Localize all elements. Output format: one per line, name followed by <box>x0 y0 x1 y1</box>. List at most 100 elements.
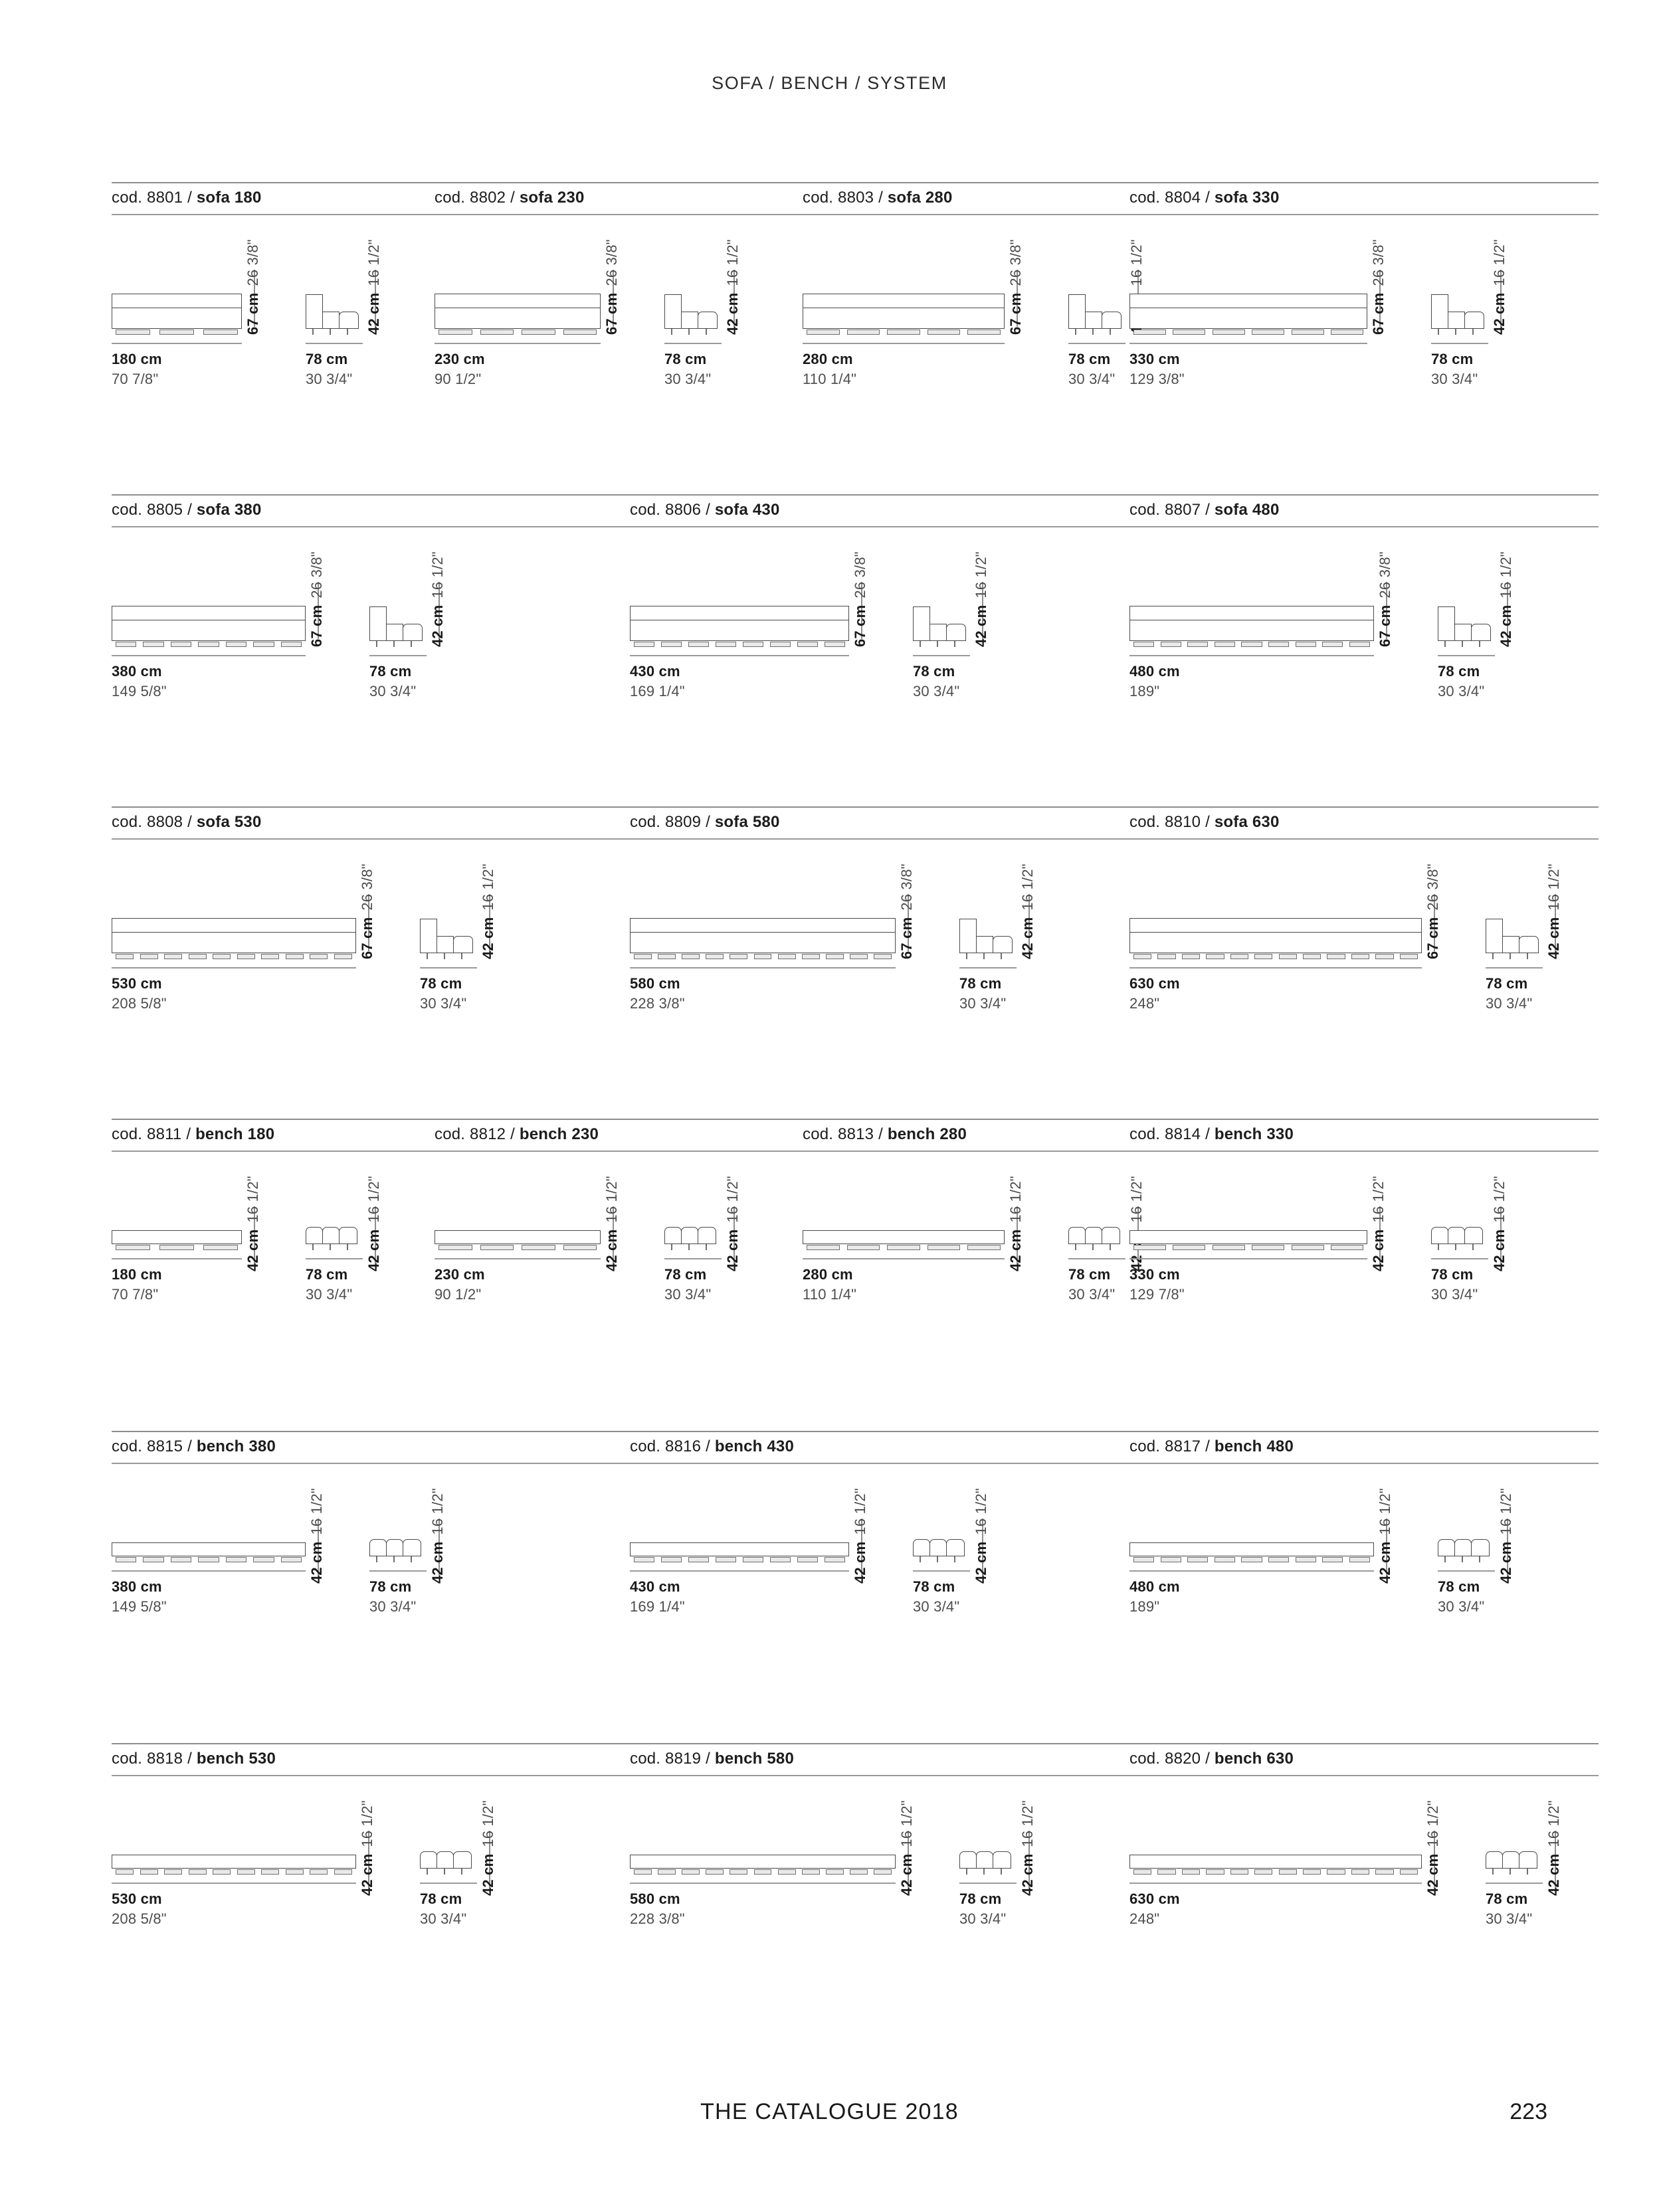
dimension-cm: 42 cm <box>1019 917 1036 959</box>
foot <box>1268 1557 1290 1562</box>
height-label: 42 cm 16 1/2" <box>898 1800 915 1896</box>
dimension-cm: 67 cm <box>898 917 915 959</box>
bench-side-elevation <box>420 1845 477 1875</box>
product-name: bench 230 <box>519 1125 599 1143</box>
height-label: 42 cm 16 1/2" <box>365 239 382 335</box>
product-heading[interactable]: cod. 8804 / sofa 330 <box>1129 189 1280 207</box>
profile-block <box>1519 1851 1537 1869</box>
foot <box>1322 642 1343 647</box>
dimension-cm: 230 cm <box>435 1266 485 1283</box>
measure-rule <box>112 343 242 344</box>
dimension-cm: 67 cm <box>603 292 620 335</box>
seat-band <box>803 308 1005 329</box>
measure-tick <box>1500 1206 1502 1263</box>
measure-tick <box>1386 582 1387 639</box>
product-heading[interactable]: cod. 8814 / bench 330 <box>1129 1125 1294 1143</box>
sofa-side-elevation <box>913 606 970 647</box>
bench-side-elevation <box>1431 1221 1488 1250</box>
seat-band <box>630 1855 896 1869</box>
feet-group <box>112 953 356 959</box>
product-heading[interactable]: cod. 8820 / bench 630 <box>1129 1750 1294 1768</box>
foot <box>188 1869 207 1875</box>
height-label: 42 cm 16 1/2" <box>1545 864 1562 959</box>
foot <box>170 1557 192 1562</box>
bench-side-elevation <box>959 1845 1017 1875</box>
foot <box>706 954 724 959</box>
bench-front-elevation <box>803 1230 1005 1250</box>
dimension-inch: 30 3/4" <box>1068 371 1116 387</box>
dimension-inch: 208 5/8" <box>112 1910 167 1927</box>
leg <box>1075 329 1076 335</box>
row-divider <box>112 1119 1599 1120</box>
profile-block <box>959 1851 977 1869</box>
profile-block <box>403 1539 421 1556</box>
foot <box>769 642 791 647</box>
dimension-cm: 42 cm <box>1019 1853 1036 1896</box>
foot <box>660 642 682 647</box>
dimension-cm: 42 cm <box>480 1853 496 1896</box>
width-dimension: 630 cm 248" <box>1129 1892 1180 1926</box>
profile-block <box>993 1851 1011 1869</box>
product-name: bench 430 <box>714 1437 795 1455</box>
dimension-inch: 16 1/2" <box>365 1176 382 1223</box>
leg <box>1472 329 1474 335</box>
product-heading[interactable]: cod. 8819 / bench 580 <box>630 1750 795 1768</box>
dimension-inch: 26 3/8" <box>852 551 868 599</box>
foot <box>1160 642 1181 647</box>
product-heading[interactable]: cod. 8810 / sofa 630 <box>1129 813 1280 831</box>
product-heading[interactable]: cod. 8802 / sofa 230 <box>435 189 585 207</box>
dimension-cm: 430 cm <box>630 1578 680 1595</box>
dimension-inch: 16 1/2" <box>1491 239 1508 286</box>
foot <box>658 954 676 959</box>
dimension-cm: 42 cm <box>973 1541 989 1584</box>
foot <box>116 1245 150 1250</box>
product-heading[interactable]: cod. 8809 / sofa 580 <box>630 813 780 831</box>
leg <box>983 1869 985 1875</box>
depth-dimension: 78 cm 30 3/4" <box>959 976 1006 1011</box>
dimension-inch: 149 5/8" <box>112 683 167 699</box>
product-heading[interactable]: cod. 8805 / sofa 380 <box>112 501 262 519</box>
foot <box>563 1245 597 1250</box>
foot <box>1206 954 1224 959</box>
product-heading[interactable]: cod. 8817 / bench 480 <box>1129 1437 1294 1455</box>
product-heading[interactable]: cod. 8803 / sofa 280 <box>803 189 953 207</box>
profile-block <box>1431 294 1448 329</box>
product-heading[interactable]: cod. 8813 / bench 280 <box>803 1125 967 1143</box>
foot <box>715 642 737 647</box>
dimension-cm: 480 cm <box>1129 663 1180 680</box>
profile-block <box>369 606 387 641</box>
foot <box>846 329 880 335</box>
product-name: bench 530 <box>196 1750 276 1768</box>
measure-tick <box>375 270 376 327</box>
product-row: cod. 8808 / sofa 530 cod. 8809 / sofa 580… <box>112 806 1599 1039</box>
measure-tick <box>489 894 490 951</box>
product-heading[interactable]: cod. 8815 / bench 380 <box>112 1437 276 1455</box>
measure-tick <box>1028 894 1030 951</box>
height-label: 67 cm 26 3/8" <box>898 864 915 959</box>
row-items: 530 cm 208 5/8" 42 cm 16 1/2" 78 cm 30 3/4" 42… <box>112 1776 1599 1976</box>
dimension-cm: 42 cm <box>1424 1853 1441 1896</box>
product-heading[interactable]: cod. 8818 / bench 530 <box>112 1750 276 1768</box>
profile-block <box>1448 312 1465 329</box>
foot <box>1133 1557 1155 1562</box>
product-heading[interactable]: cod. 8801 / sofa 180 <box>112 189 262 207</box>
product-heading[interactable]: cod. 8812 / bench 230 <box>435 1125 599 1143</box>
dimension-inch: 189" <box>1129 1598 1160 1615</box>
profile-block <box>698 1227 716 1244</box>
sofa-side-elevation <box>1431 294 1488 335</box>
foot <box>825 1869 844 1875</box>
product-heading[interactable]: cod. 8806 / sofa 430 <box>630 501 780 519</box>
product-heading[interactable]: cod. 8807 / sofa 480 <box>1129 501 1280 519</box>
measure-rule <box>369 655 427 656</box>
width-dimension: 230 cm 90 1/2" <box>435 1267 485 1302</box>
foot <box>887 329 920 335</box>
product-heading[interactable]: cod. 8816 / bench 430 <box>630 1437 795 1455</box>
product-heading[interactable]: cod. 8808 / sofa 530 <box>112 813 262 831</box>
product-heading[interactable]: cod. 8811 / bench 180 <box>112 1125 275 1143</box>
depth-dimension: 78 cm 30 3/4" <box>1486 976 1532 1011</box>
foot <box>237 1869 255 1875</box>
seat-band <box>630 932 896 953</box>
product-code: cod. 8818 <box>112 1750 183 1768</box>
profile-block <box>1085 312 1102 329</box>
product-code: cod. 8811 <box>112 1125 182 1143</box>
